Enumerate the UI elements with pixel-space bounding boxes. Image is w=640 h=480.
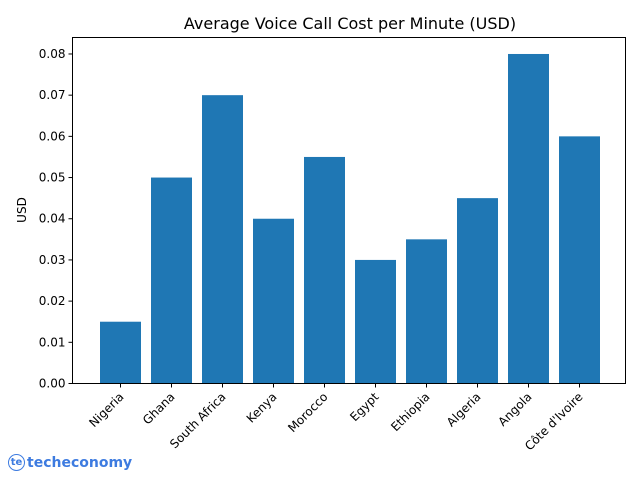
y-axis-label: USD [15,197,29,223]
y-tick-label: 0.04 [39,212,66,226]
bar-2 [202,95,243,384]
x-tick-label: Angola [495,390,534,429]
plot-frame [72,37,626,384]
x-tick-label: Ghana [140,390,178,428]
x-tick-label: Nigeria [86,390,126,430]
bar-4 [304,156,345,384]
bar-3 [253,218,294,384]
x-tick-label: Morocco [285,390,330,435]
bar-8 [508,53,549,384]
bar-7 [457,198,498,384]
y-tick-label: 0.02 [39,294,66,308]
bar-0 [100,321,141,384]
y-tick-label: 0.00 [39,377,66,391]
y-tick-label: 0.03 [39,253,66,267]
y-tick-label: 0.05 [39,171,66,185]
x-tick-label: Egypt [347,390,382,425]
y-tick-label: 0.06 [39,129,66,143]
bar-5 [355,259,396,384]
bar-1 [151,177,192,384]
y-tick-label: 0.08 [39,47,66,61]
x-tick-label: Ethiopia [388,390,432,434]
y-tick-label: 0.07 [39,88,66,102]
chart-title: Average Voice Call Cost per Minute (USD) [184,14,516,33]
x-tick-label: Algeria [444,390,484,430]
bar-6 [406,239,447,384]
watermark: te techeconomy [8,454,132,471]
bar-9 [559,136,600,384]
watermark-text: techeconomy [27,454,133,471]
y-tick-label: 0.01 [39,335,66,349]
watermark-logo-icon: te [8,454,25,471]
x-tick-label: Kenya [244,390,280,426]
